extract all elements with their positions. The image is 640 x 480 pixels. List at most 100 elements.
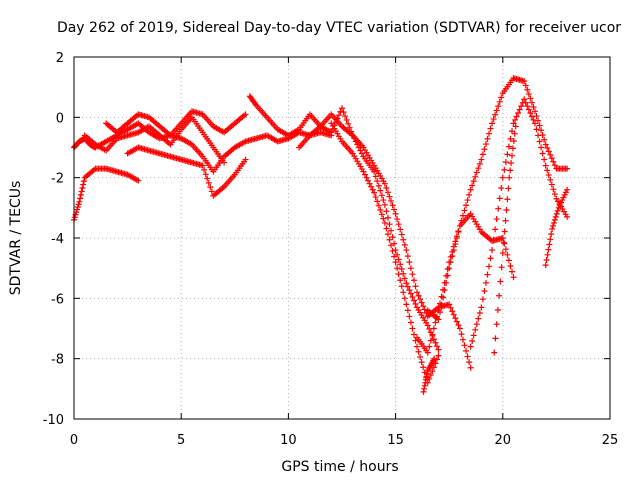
- data-point: [505, 257, 512, 264]
- data-point: [511, 130, 518, 137]
- data-point: [450, 247, 457, 254]
- data-point: [512, 123, 519, 130]
- data-point: [398, 231, 405, 238]
- data-point: [374, 178, 381, 185]
- data-point: [378, 192, 385, 199]
- data-point: [543, 256, 550, 263]
- data-point: [431, 355, 438, 362]
- y-tick-label: -10: [43, 413, 64, 428]
- data-point: [438, 301, 445, 308]
- data-point: [397, 261, 404, 268]
- data-point: [423, 373, 430, 380]
- data-point: [502, 246, 509, 253]
- data-point: [464, 197, 471, 204]
- data-point: [447, 304, 454, 311]
- data-point: [346, 124, 353, 131]
- data-point: [524, 86, 531, 93]
- series-track: [424, 210, 517, 323]
- data-point: [512, 116, 519, 123]
- data-point: [361, 171, 368, 178]
- data-point: [522, 99, 529, 106]
- data-point: [564, 186, 571, 193]
- data-point: [400, 289, 407, 296]
- data-point: [510, 138, 517, 145]
- data-point: [473, 169, 480, 176]
- data-point: [492, 335, 499, 342]
- data-point: [80, 178, 87, 185]
- data-point: [487, 125, 494, 132]
- data-point: [242, 156, 249, 163]
- data-point: [499, 250, 506, 257]
- data-point: [371, 189, 378, 196]
- data-point: [424, 349, 431, 356]
- data-point: [491, 349, 498, 356]
- data-point: [401, 295, 408, 302]
- data-point: [541, 136, 548, 143]
- data-point: [384, 189, 391, 196]
- x-axis-title: GPS time / hours: [281, 459, 398, 475]
- data-point: [544, 144, 551, 151]
- data-point: [340, 109, 347, 116]
- data-point: [498, 185, 505, 192]
- data-point: [410, 331, 417, 338]
- data-point: [383, 185, 390, 192]
- data-point: [544, 167, 551, 174]
- data-point: [77, 195, 84, 202]
- data-point: [508, 160, 515, 167]
- data-point: [389, 202, 396, 209]
- data-point: [501, 166, 508, 173]
- data-point: [515, 110, 522, 117]
- data-point: [550, 186, 557, 193]
- data-point: [410, 297, 417, 304]
- data-point: [435, 316, 442, 323]
- plot-frame: [73, 56, 611, 420]
- data-point: [535, 132, 542, 139]
- data-point: [422, 376, 429, 383]
- data-point: [508, 268, 515, 275]
- series-track: [542, 186, 571, 269]
- series-track: [246, 93, 442, 353]
- data-point: [496, 292, 503, 299]
- data-point: [424, 322, 431, 329]
- data-point: [554, 207, 561, 214]
- data-point: [414, 289, 421, 296]
- data-point: [392, 259, 399, 266]
- data-point: [435, 346, 442, 353]
- data-point: [435, 352, 442, 359]
- data-point: [484, 271, 491, 278]
- data-point: [548, 231, 555, 238]
- data-point: [77, 191, 84, 198]
- data-point: [542, 162, 549, 169]
- tick-labels: 0 5 10 15 20 25 -10 -8 -6 -4 -2 0 2: [43, 51, 619, 448]
- data-point: [453, 318, 460, 325]
- data-point: [430, 336, 437, 343]
- data-point: [489, 120, 496, 127]
- data-point: [482, 141, 489, 148]
- data-point: [388, 242, 395, 249]
- data-point: [450, 311, 457, 318]
- data-point: [383, 208, 390, 215]
- data-point: [524, 103, 531, 110]
- data-point: [467, 343, 474, 350]
- data-point: [407, 290, 414, 297]
- data-point: [343, 116, 350, 123]
- data-point: [535, 117, 542, 124]
- x-tick-label: 5: [177, 433, 185, 448]
- data-point: [358, 150, 365, 157]
- data-point: [493, 321, 500, 328]
- data-point: [466, 359, 473, 366]
- data-point: [508, 152, 515, 159]
- data-point: [564, 165, 571, 172]
- data-point: [461, 342, 468, 349]
- data-point: [363, 174, 370, 181]
- data-point: [467, 186, 474, 193]
- data-point: [469, 337, 476, 344]
- data-point: [420, 388, 427, 395]
- data-point: [79, 185, 86, 192]
- data-point: [531, 120, 538, 127]
- data-point: [489, 247, 496, 254]
- data-point: [421, 382, 428, 389]
- data-point: [386, 221, 393, 228]
- data-point: [455, 322, 462, 329]
